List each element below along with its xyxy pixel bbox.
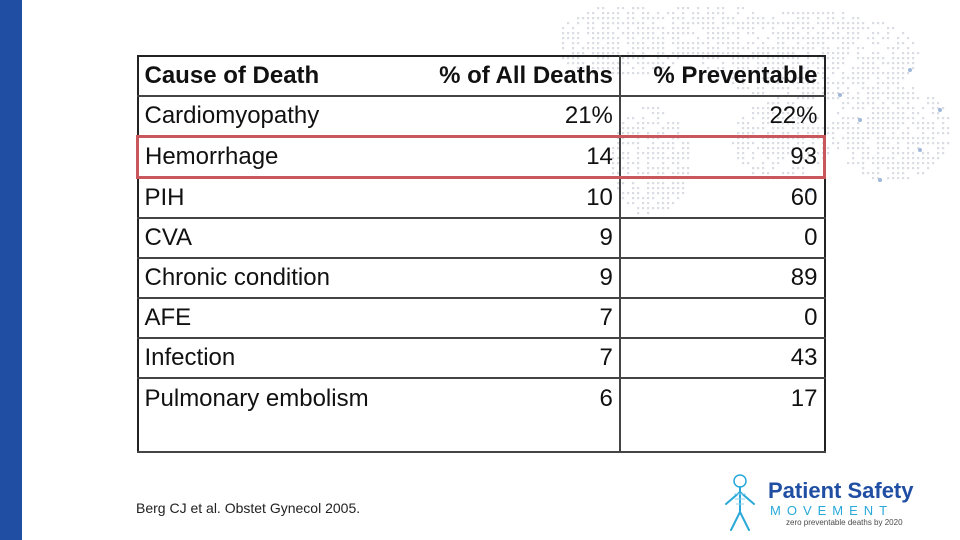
cell-pct-preventable: 43 [619,338,825,379]
cell-pct-all: 9 [396,218,621,259]
cell-cause: Pulmonary embolism [137,378,397,453]
table-row: CVA 9 0 [137,218,825,259]
table-row-highlighted: Hemorrhage 14 93 [135,135,826,179]
table-row: Infection 7 43 [137,338,825,379]
table-row: Pulmonary embolism 6 17 [137,378,825,453]
cell-cause: AFE [137,298,397,339]
patient-safety-movement-logo: Patient Safety MOVEMENT zero preventable… [718,472,938,532]
cell-pct-all: 6 [396,378,621,453]
table-row: Cardiomyopathy 21% 22% [137,96,825,138]
table-header-row: Cause of Death % of All Deaths % Prevent… [137,56,825,97]
human-figure-icon [725,474,755,531]
cell-pct-all: 9 [396,258,621,299]
cell-pct-all: 14 [396,135,621,179]
logo-subtitle: MOVEMENT [770,503,894,518]
cell-pct-all: 7 [396,338,621,379]
logo-tagline: zero preventable deaths by 2020 [786,518,903,527]
cell-pct-preventable: 93 [619,135,826,179]
logo-title: Patient Safety [768,478,914,503]
cell-cause: CVA [137,218,397,259]
table-row: PIH 10 60 [137,177,825,219]
cell-cause: Hemorrhage [135,135,397,179]
cell-pct-preventable: 60 [619,177,825,219]
cell-pct-preventable: 89 [619,258,825,299]
cell-pct-all: 7 [396,298,621,339]
cell-pct-all: 21% [396,96,621,138]
cell-pct-all: 10 [396,177,621,219]
cell-pct-preventable: 0 [619,298,825,339]
table-row: AFE 7 0 [137,298,825,339]
table-row: Chronic condition 9 89 [137,258,825,299]
header-pct-all: % of All Deaths [396,56,621,97]
cell-cause: PIH [137,177,397,219]
cell-pct-preventable: 0 [619,218,825,259]
accent-bar [0,0,22,540]
cell-cause: Chronic condition [137,258,397,299]
cell-pct-preventable: 17 [619,378,825,453]
cell-cause: Infection [137,338,397,379]
header-cause: Cause of Death [137,56,397,97]
header-pct-preventable: % Preventable [619,56,825,97]
cell-pct-preventable: 22% [619,96,825,138]
citation: Berg CJ et al. Obstet Gynecol 2005. [136,500,361,516]
cell-cause: Cardiomyopathy [137,96,397,138]
maternal-death-table: Cause of Death % of All Deaths % Prevent… [135,55,826,453]
